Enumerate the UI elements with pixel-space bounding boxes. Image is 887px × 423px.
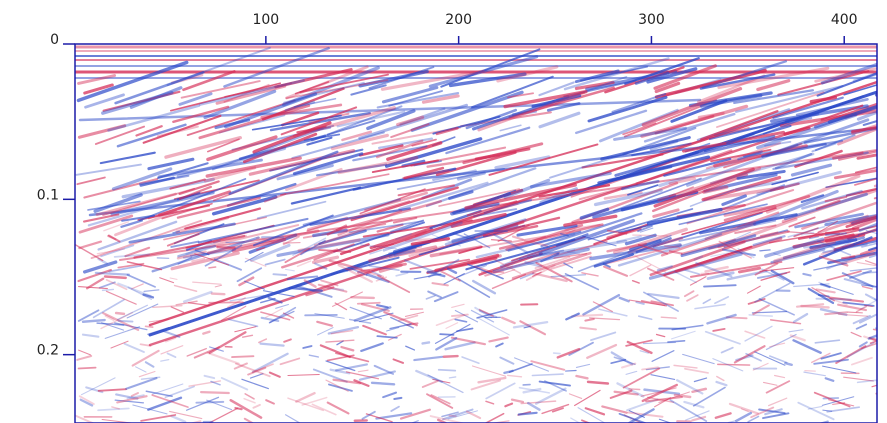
seismic-stripe [785,363,791,365]
x-tick-label: 100 [252,12,279,28]
seismic-stripe [358,303,380,304]
seismic-stripe [566,370,576,371]
chart: 100 200 300 400 0 0.1 0.2 [0,0,887,423]
seismic-stripe [444,356,458,357]
seismic-stripe [449,377,455,378]
seismic-stripe [801,306,828,307]
seismic-stripe [718,364,750,365]
seismic-stripe [79,368,96,369]
seismic-stripe [439,370,455,371]
seismic-stripe [817,299,851,300]
seismic-stripe [629,389,640,390]
seismic-stripe [273,274,286,275]
seismic-stripe [588,382,608,384]
x-tick-label: 400 [831,12,858,28]
seismic-stripe [661,317,676,318]
seismic-stripe [406,239,435,241]
seismic-stripe [232,356,253,357]
seismic-stripe [554,353,560,354]
seismic-stripe [212,294,225,295]
x-tick-label: 200 [445,12,472,28]
seismic-stripe [105,276,126,277]
seismic-stripe [119,321,133,322]
x-tick-label: 300 [638,12,665,28]
seismic-stripe [146,326,153,327]
seismic-stripe [423,342,429,343]
y-tick-label: 0.1 [37,187,59,203]
seismic-stripe [116,313,124,314]
seismic-stripe [103,289,114,290]
seismic-stripe [209,267,216,268]
seismic-stripe [201,392,229,393]
seismic-stripe [372,383,394,385]
seismic-stripe [351,297,373,298]
y-tick-label: 0.2 [37,343,59,359]
seismic-stripe [196,402,223,403]
seismic-stripe [217,247,234,248]
seismic-stripe [633,235,668,236]
seismic-stripe [394,398,401,399]
y-tick-label: 0 [50,32,59,48]
